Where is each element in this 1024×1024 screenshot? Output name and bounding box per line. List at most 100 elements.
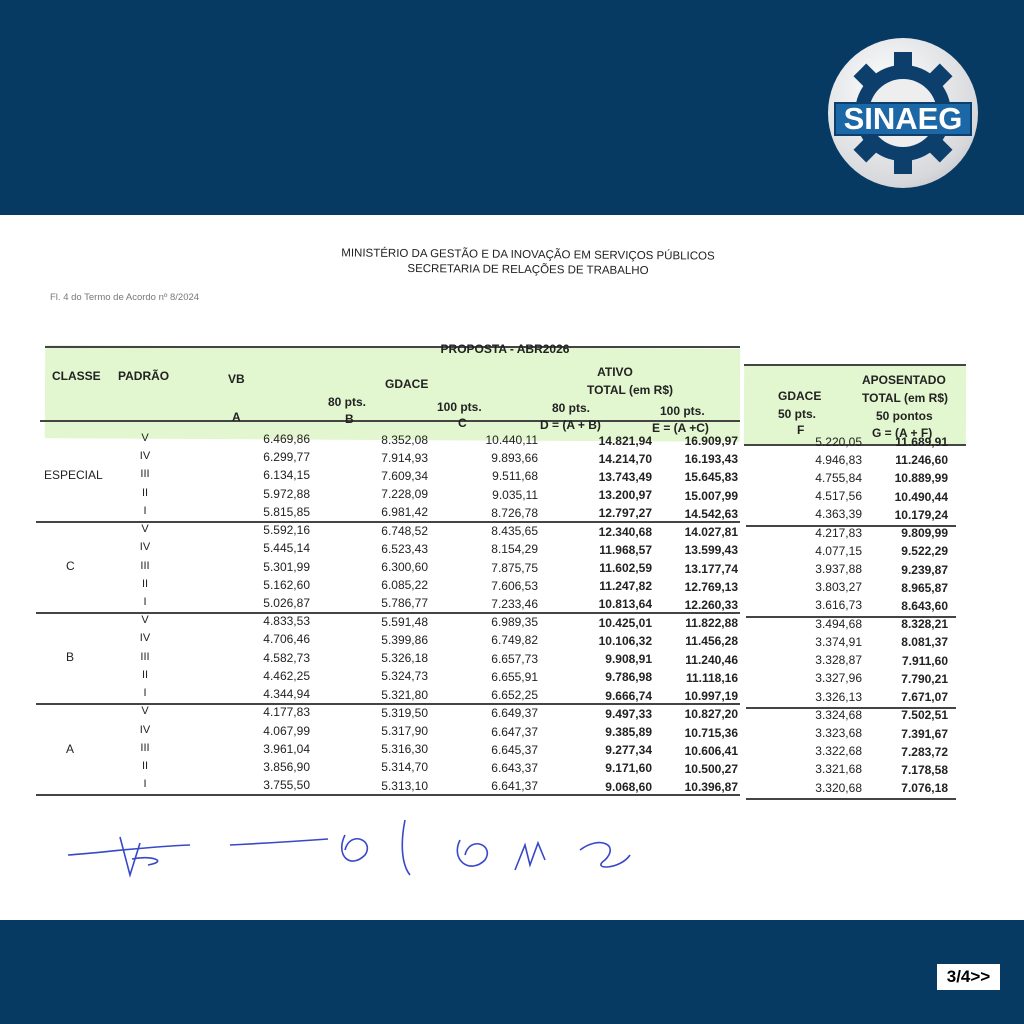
col-padrao: PADRÃO [118, 369, 170, 383]
cell-ativo-100-e: 12.260,33 [684, 597, 738, 612]
cell-ativo-80-d: 9.666,74 [605, 688, 652, 703]
padrao-cell: II [141, 668, 149, 681]
col-apos-50-code: G = (A + F) [872, 426, 933, 440]
padrao-cell: I [143, 504, 147, 517]
col-aposentado: APOSENTADO [862, 373, 946, 387]
cell-gdace-50-f: 4.946,83 [815, 452, 862, 467]
cell-ativo-80-d: 14.821,94 [598, 433, 652, 448]
signatures [67, 819, 631, 878]
cell-gdace-50-f: 3.326,13 [815, 689, 862, 704]
cell-aposentado-g: 7.283,72 [901, 744, 948, 759]
cell-gdace-100-c: 8.726,78 [491, 505, 538, 520]
padrao-cell: IV [139, 632, 151, 645]
cell-gdace-80-b: 7.914,93 [381, 450, 428, 465]
col-ativo-80: 80 pts. [552, 401, 591, 415]
cell-ativo-80-d: 11.247,82 [599, 579, 652, 594]
cell-vb-a: 5.445,14 [263, 541, 310, 556]
cell-aposentado-g: 7.391,67 [901, 726, 948, 741]
cell-aposentado-g: 7.502,51 [901, 708, 948, 723]
cell-gdace-50-f: 3.803,27 [815, 580, 862, 595]
cell-gdace-100-c: 7.606,53 [491, 578, 538, 593]
col-ativo-100-code: E = (A +C) [652, 421, 709, 435]
col-gdace-100: 100 pts. [437, 400, 482, 414]
classe-label: ESPECIAL [44, 468, 103, 483]
cell-ativo-80-d: 10.106,32 [598, 633, 652, 648]
cell-ativo-80-d: 12.340,68 [598, 524, 652, 539]
padrao-cell: IV [139, 723, 151, 736]
cell-gdace-100-c: 7.875,75 [491, 560, 538, 575]
header-bottom-rule [40, 420, 740, 422]
cell-aposentado-g: 9.239,87 [901, 562, 948, 577]
cell-gdace-80-b: 5.316,30 [381, 742, 428, 757]
signature-4 [456, 839, 488, 867]
cell-gdace-80-b: 5.321,80 [381, 687, 428, 702]
cell-gdace-50-f: 3.937,88 [815, 562, 862, 577]
cell-vb-a: 3.856,90 [263, 759, 310, 774]
document-reference: Fl. 4 do Termo de Acordo nº 8/2024 [50, 292, 200, 303]
cell-ativo-100-e: 10.500,27 [684, 761, 738, 776]
cell-ativo-80-d: 9.385,89 [605, 725, 652, 740]
padrao-cell: II [141, 577, 149, 590]
col-ativo-100: 100 pts. [660, 404, 705, 418]
cell-gdace-80-b: 6.523,43 [381, 541, 428, 556]
col-vb-code: A [232, 410, 241, 424]
cell-vb-a: 5.972,88 [263, 486, 310, 501]
cell-ativo-100-e: 10.396,87 [684, 780, 738, 795]
padrao-cell: II [141, 759, 149, 772]
cell-aposentado-g: 8.643,60 [901, 598, 948, 613]
cell-gdace-80-b: 5.399,86 [381, 632, 428, 647]
cell-gdace-100-c: 6.655,91 [491, 669, 538, 684]
cell-gdace-50-f: 3.327,96 [815, 671, 862, 686]
cell-vb-a: 4.706,46 [263, 632, 310, 647]
classe-label: A [66, 741, 75, 756]
group-divider-right [746, 707, 956, 710]
cell-gdace-100-c: 9.511,68 [492, 469, 538, 484]
cell-ativo-80-d: 13.743,49 [598, 469, 652, 484]
cell-ativo-100-e: 10.827,20 [684, 707, 738, 722]
cell-vb-a: 6.469,86 [263, 432, 310, 446]
cell-vb-a: 3.961,04 [263, 741, 310, 756]
cell-vb-a: 4.067,99 [263, 723, 310, 738]
signature-2 [229, 838, 329, 846]
group-divider [36, 703, 740, 706]
cell-gdace-100-c: 6.649,37 [491, 706, 538, 721]
top-banner: SINAEG [0, 0, 1024, 215]
cell-vb-a: 6.299,77 [263, 450, 310, 465]
cell-ativo-100-e: 11.240,46 [685, 652, 738, 667]
cell-vb-a: 5.026,87 [263, 595, 310, 610]
cell-gdace-100-c: 6.647,37 [491, 724, 538, 739]
padrao-cell: I [143, 778, 147, 791]
padrao-cell: III [140, 468, 150, 481]
cell-ativo-80-d: 11.602,59 [599, 561, 652, 576]
cell-vb-a: 6.134,15 [263, 468, 310, 483]
cell-gdace-50-f: 3.494,68 [815, 616, 862, 631]
cell-gdace-100-c: 6.749,82 [491, 633, 538, 648]
padrao-cell: I [143, 595, 147, 608]
table-top-rule [45, 346, 740, 348]
col-apos-50: 50 pontos [876, 409, 933, 423]
header-bottom-rule-right [744, 444, 966, 446]
cell-aposentado-g: 7.790,21 [901, 671, 948, 686]
cell-gdace-50-f: 3.320,68 [815, 780, 862, 795]
cell-ativo-80-d: 12.797,27 [598, 506, 652, 521]
col-gdace-apos: GDACE [778, 389, 822, 403]
col-gdace-80-code: B [345, 412, 354, 426]
page-indicator-next[interactable]: 3/4>> [937, 964, 1000, 990]
cell-gdace-80-b: 6.300,60 [381, 560, 428, 575]
cell-gdace-100-c: 6.657,73 [491, 651, 538, 666]
cell-ativo-100-e: 16.193,43 [684, 452, 738, 467]
cell-gdace-50-f: 4.517,56 [815, 489, 862, 504]
cell-ativo-80-d: 9.908,91 [605, 652, 652, 667]
cell-ativo-100-e: 16.909,97 [684, 434, 738, 448]
cell-gdace-80-b: 5.313,10 [381, 778, 428, 793]
group-divider [36, 521, 740, 524]
padrao-cell: III [140, 650, 150, 663]
cell-aposentado-g: 9.809,99 [901, 526, 948, 541]
cell-gdace-80-b: 5.319,50 [381, 705, 428, 720]
classe-label: C [66, 559, 75, 574]
cell-ativo-100-e: 10.606,41 [684, 743, 738, 758]
cell-ativo-100-e: 11.822,88 [685, 616, 738, 631]
cell-gdace-50-f: 3.321,68 [815, 762, 862, 777]
cell-gdace-80-b: 5.326,18 [381, 651, 428, 666]
col-apos-total: TOTAL (em R$) [862, 391, 949, 405]
